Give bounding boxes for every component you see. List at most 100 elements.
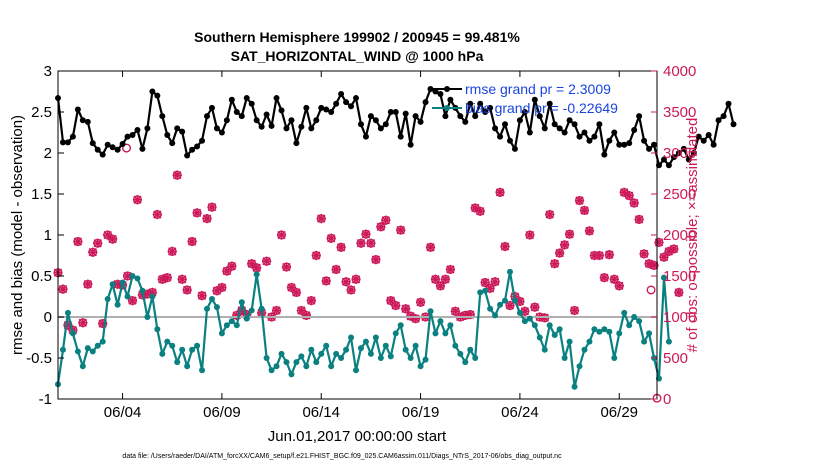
- obs-assimilated-point: [172, 170, 182, 180]
- obs-assimilated-point: [614, 281, 624, 291]
- rmse-point: [561, 129, 568, 136]
- rmse-point: [601, 151, 608, 158]
- bias-point: [308, 346, 315, 353]
- bias-point: [526, 315, 533, 322]
- obs-assimilated-point: [227, 261, 237, 271]
- obs-assimilated-point: [361, 229, 371, 239]
- bias-point: [646, 330, 653, 337]
- obs-assimilated-point: [286, 282, 297, 293]
- rmse-point: [581, 129, 588, 136]
- obs-assimilated-point: [579, 205, 590, 215]
- bias-point: [571, 383, 578, 390]
- obs-assimilated-point: [624, 191, 634, 201]
- bias-point: [89, 348, 96, 355]
- obs-assimilated-point: [351, 274, 361, 284]
- bias-point: [238, 299, 245, 306]
- rmse-point: [536, 113, 543, 120]
- rmse-point: [348, 103, 355, 110]
- rmse-point: [675, 150, 682, 156]
- obs-assimilated-point: [659, 252, 669, 262]
- bias-point: [223, 322, 230, 329]
- bias-point: [621, 309, 628, 316]
- obs-assimilated-point: [306, 296, 316, 306]
- footer-data-file: data file: /Users/raeder/DAI/ATM_forcXX/…: [122, 453, 562, 460]
- rmse-point: [268, 122, 275, 129]
- left-y-tick-label: 1: [44, 227, 52, 244]
- chart-subtitle: SAT_HORIZONTAL_WIND @ 1000 hPa: [231, 48, 484, 64]
- bias-point: [556, 326, 563, 333]
- bias-point: [169, 342, 176, 349]
- rmse-point: [651, 141, 658, 148]
- obs-assimilated-point: [415, 297, 426, 307]
- obs-assimilated-point: [271, 305, 282, 316]
- obs-assimilated-point: [346, 285, 356, 295]
- rmse-point: [308, 125, 315, 132]
- rmse-point: [243, 95, 250, 102]
- bias-point: [184, 363, 191, 370]
- rmse-point: [204, 113, 211, 120]
- rmse-point: [402, 110, 409, 117]
- bias-point: [377, 355, 384, 361]
- bias-point: [606, 328, 613, 335]
- rmse-point: [730, 121, 737, 128]
- left-y-tick-label: 3: [44, 63, 52, 80]
- bias-point: [129, 273, 136, 279]
- obs-assimilated-point: [103, 230, 113, 240]
- rmse-point: [546, 100, 553, 107]
- bias-point: [94, 342, 101, 349]
- bias-point: [59, 346, 66, 353]
- obs-assimilated-point: [490, 277, 500, 287]
- bias-point: [611, 355, 618, 361]
- x-tick-label: 06/19: [402, 404, 440, 421]
- obs-assimilated-point: [356, 238, 366, 248]
- obs-assimilated-point: [560, 240, 570, 250]
- rmse-point: [74, 106, 81, 113]
- obs-assimilated-point: [336, 242, 346, 252]
- rmse-point: [104, 141, 111, 148]
- rmse-point: [646, 145, 653, 152]
- rmse-point: [412, 113, 419, 120]
- obs-assimilated-point: [147, 287, 157, 297]
- rmse-point: [278, 107, 285, 114]
- legend-rmse-label: rmse grand pr = 2.3009: [465, 81, 611, 97]
- rmse-series: [55, 86, 737, 169]
- rmse-point: [362, 133, 369, 140]
- x-axis-label: Jun.01,2017 00:00:00 start: [268, 428, 447, 445]
- obs-assimilated-point: [376, 222, 386, 232]
- obs-assimilated-point: [63, 320, 73, 330]
- bias-point: [303, 363, 310, 370]
- bias-point: [596, 328, 603, 335]
- rmse-point: [695, 133, 702, 140]
- rmse-point: [626, 140, 633, 147]
- bias-point: [69, 330, 76, 337]
- bias-point: [392, 330, 399, 337]
- obs-assimilated-point: [460, 310, 470, 320]
- obs-possible-point: [646, 285, 656, 295]
- bias-point: [333, 350, 340, 357]
- obs-assimilated-point: [98, 318, 108, 329]
- bias-point: [353, 367, 360, 374]
- rmse-point: [596, 121, 603, 128]
- bias-point: [74, 348, 81, 355]
- rmse-point: [119, 140, 126, 147]
- rmse-point: [556, 125, 563, 132]
- rmse-point: [705, 131, 712, 138]
- obs-assimilated-point: [505, 300, 515, 311]
- rmse-point: [139, 145, 146, 152]
- bias-point: [521, 318, 528, 325]
- rmse-point: [497, 133, 504, 140]
- obs-assimilated-point: [545, 209, 555, 220]
- rmse-point: [487, 104, 494, 111]
- rmse-point: [506, 137, 513, 144]
- bias-point: [546, 322, 553, 329]
- bias-point: [288, 371, 295, 378]
- x-axis: 06/04 06/09 06/14 06/19 06/24 06/29: [104, 71, 638, 421]
- rmse-point: [690, 150, 697, 156]
- obs-assimilated-point: [108, 234, 118, 244]
- rmse-point: [199, 137, 206, 144]
- rmse-point: [407, 141, 414, 148]
- bias-point: [402, 346, 409, 353]
- obs-assimilated-point: [445, 264, 455, 275]
- bias-point: [665, 338, 672, 345]
